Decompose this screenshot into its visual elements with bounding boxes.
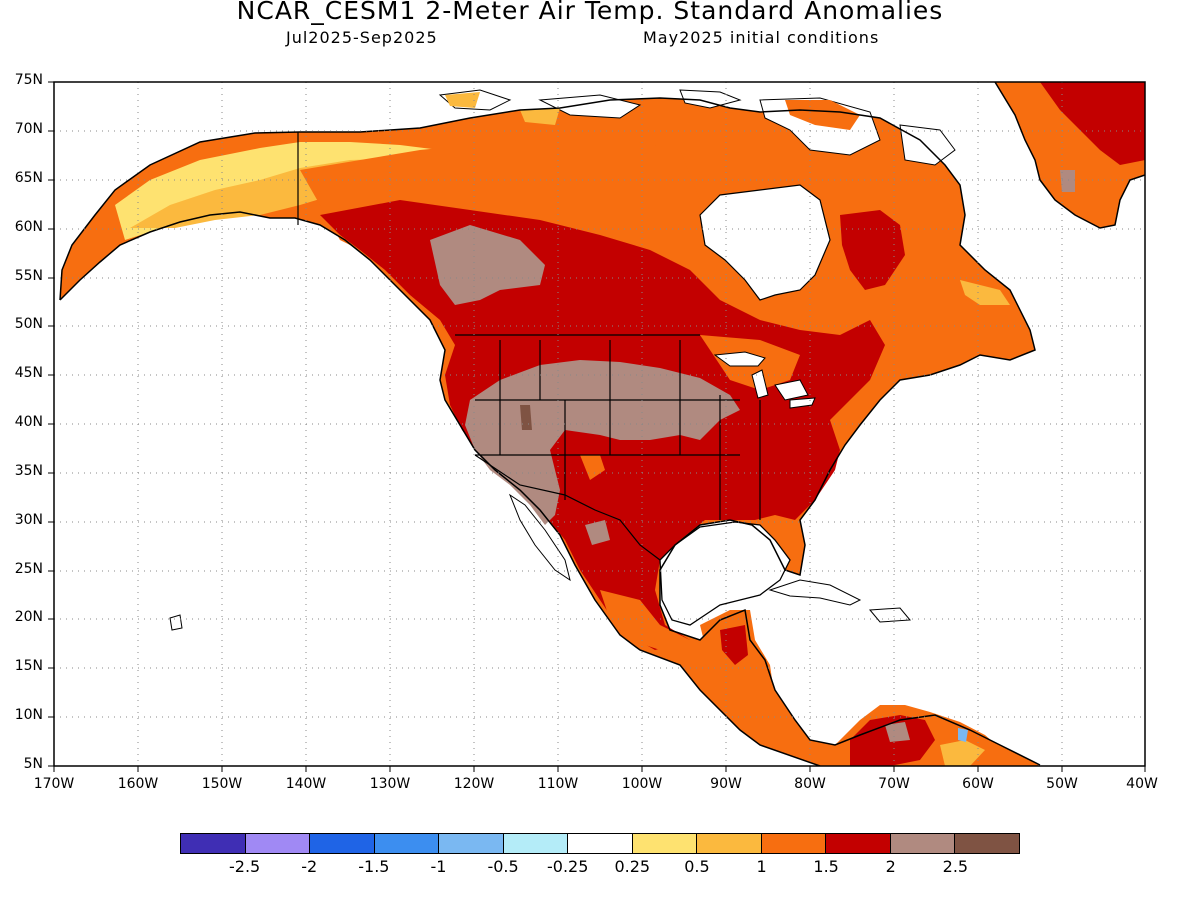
lat-label: 35N xyxy=(14,463,43,479)
lon-label: 80W xyxy=(794,776,826,792)
color-bar-swatch xyxy=(632,834,698,853)
initial-conditions: May2025 initial conditions xyxy=(643,28,880,47)
lat-label: 20N xyxy=(14,609,43,625)
anomaly-labrador-yellow xyxy=(960,280,1010,305)
lat-label: 5N xyxy=(23,756,43,772)
lat-label: 30N xyxy=(14,512,43,528)
color-bar-label: 1 xyxy=(756,857,767,876)
lon-label: 170W xyxy=(33,776,75,792)
lat-label: 45N xyxy=(14,365,43,381)
arctic-islands-anomaly xyxy=(785,100,920,185)
anomaly-mexico-orange xyxy=(580,455,700,660)
anomaly-utah-darkbrown xyxy=(520,405,532,430)
color-bar-label: 2.5 xyxy=(942,857,969,876)
water-great-lakes xyxy=(713,351,816,409)
anomaly-quebec-red xyxy=(840,210,905,290)
color-bar-swatch xyxy=(955,834,1019,853)
color-bar-label: -2.5 xyxy=(229,857,261,876)
lon-label: 40W xyxy=(1126,776,1158,792)
lat-label: 70N xyxy=(14,121,43,137)
water-hudson-bay xyxy=(699,184,831,301)
anomaly-greenland-red xyxy=(1040,82,1145,165)
lon-label: 70W xyxy=(878,776,910,792)
lon-label: 160W xyxy=(117,776,159,792)
color-bar-swatch xyxy=(568,834,633,853)
lon-label: 150W xyxy=(201,776,243,792)
color-bar-swatch xyxy=(310,834,375,853)
lon-label: 100W xyxy=(621,776,663,792)
lon-label: 50W xyxy=(1046,776,1078,792)
color-bar-label: -1.5 xyxy=(358,857,390,876)
lat-label: 50N xyxy=(14,316,43,332)
anomaly-central-america-red xyxy=(720,625,748,665)
lat-label: 15N xyxy=(14,658,43,674)
color-bar xyxy=(180,833,1020,854)
anomaly-south-america-blue xyxy=(958,728,968,742)
coastline xyxy=(59,82,1145,766)
lat-label: 65N xyxy=(14,170,43,186)
lon-label: 90W xyxy=(710,776,742,792)
axis-ticks xyxy=(48,81,1146,772)
lon-label: 60W xyxy=(962,776,994,792)
lon-label: 120W xyxy=(453,776,495,792)
anomaly-us-plains-brown xyxy=(465,360,740,525)
island-cuba xyxy=(768,579,862,606)
color-bar-label: 2 xyxy=(885,857,896,876)
lat-label: 40N xyxy=(14,414,43,430)
water-gulf-of-california xyxy=(508,493,571,582)
color-bar-label: -1 xyxy=(430,857,447,876)
color-bar-swatch xyxy=(697,834,762,853)
island-hispaniola xyxy=(868,607,912,623)
political-boundaries xyxy=(297,132,761,561)
color-bar-swatch xyxy=(503,834,569,853)
color-bar-swatch xyxy=(245,834,311,853)
lat-label: 10N xyxy=(14,707,43,723)
lon-label: 140W xyxy=(285,776,327,792)
water-gulf-of-mexico xyxy=(659,521,791,626)
lon-label: 130W xyxy=(369,776,411,792)
lat-label: 75N xyxy=(14,72,43,88)
color-bar-label: -0.25 xyxy=(546,857,589,876)
map-title: NCAR_CESM1 2-Meter Air Temp. Standard An… xyxy=(236,0,944,25)
forecast-period: Jul2025-Sep2025 xyxy=(286,28,438,47)
lat-label: 55N xyxy=(14,268,43,284)
color-bar-swatch xyxy=(826,834,891,853)
anomaly-south-america-brown xyxy=(885,722,910,742)
anomaly-greenland-brown xyxy=(1060,170,1075,192)
anomaly-mexico-brown xyxy=(585,520,610,545)
anomaly-canada-rockies-brown xyxy=(430,225,545,305)
color-bar-swatch xyxy=(761,834,827,853)
lon-label: 110W xyxy=(537,776,579,792)
color-bar-swatch xyxy=(374,834,440,853)
island-hawaii xyxy=(169,614,183,631)
color-bar-label: 0.5 xyxy=(684,857,710,876)
color-bar-swatch xyxy=(439,834,504,853)
color-bar-label: 0.25 xyxy=(614,857,651,876)
color-bar-label: -0.5 xyxy=(487,857,519,876)
anomaly-south-america-yellow xyxy=(940,740,985,766)
lat-lon-grid xyxy=(54,82,1145,766)
color-bar-swatch xyxy=(181,834,246,853)
color-bar-label: -2 xyxy=(301,857,318,876)
lat-label: 60N xyxy=(14,219,43,235)
color-bar-swatch xyxy=(890,834,956,853)
lat-label: 25N xyxy=(14,561,43,577)
color-bar-label: 1.5 xyxy=(813,857,839,876)
